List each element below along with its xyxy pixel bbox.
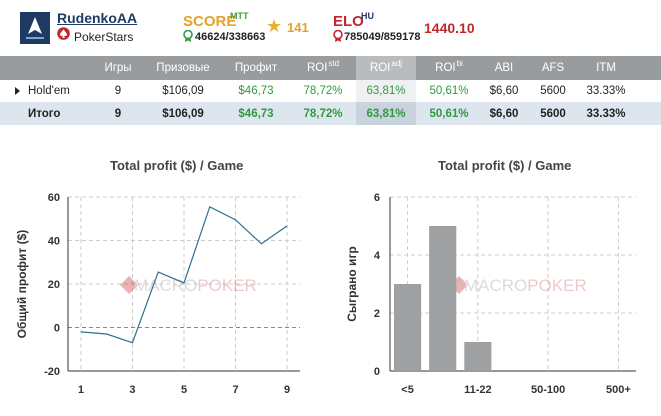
cell-games: 9: [114, 107, 122, 120]
x-tick-label: 5: [181, 384, 187, 396]
x-tick-label: <5: [401, 384, 414, 396]
cell-abi: $6,60: [489, 107, 519, 120]
green-medal-icon: [183, 30, 193, 42]
col-roi-std[interactable]: ROI std: [306, 58, 340, 75]
cell-profit: $46,73: [238, 85, 274, 97]
cell-roi-bi: 50,61%: [429, 107, 469, 120]
red-medal-icon: [333, 30, 343, 42]
x-tick-label: 11-22: [464, 384, 492, 396]
games-bar-chart: 0 2 4 6 <5 11-22 50-100 500+ MACROPOKER Сыграно и…: [345, 192, 636, 396]
col-roi-adj[interactable]: ROI adj: [356, 56, 416, 80]
y-tick-label: 0: [54, 323, 60, 335]
col-prizes[interactable]: Призовые: [156, 62, 210, 74]
elo-value: 1440.10: [424, 20, 475, 36]
col-abi[interactable]: ABI: [494, 62, 514, 74]
col-roi-bi[interactable]: ROI bi: [435, 58, 463, 75]
room-name: PokerStars: [74, 30, 134, 44]
cell-roi-adj: 63,81%: [356, 102, 416, 125]
cell-roi-bi: 50,61%: [429, 85, 469, 97]
y-tick-label: 6: [374, 192, 380, 204]
cell-roi-std: 78,72%: [303, 85, 343, 97]
y-tick-label: 40: [48, 236, 60, 248]
macropoker-watermark: MACROPOKER: [450, 276, 587, 295]
elo-label: ELO: [333, 13, 364, 30]
watermark-logo-icon: [120, 276, 138, 294]
bar-<5: [394, 284, 422, 371]
table-row-total: Итого 9 $106,09 $46,73 78,72% 63,81% 50,…: [0, 102, 661, 125]
col-itm[interactable]: ITM: [596, 62, 616, 74]
x-tick-label: 50-100: [531, 384, 565, 396]
cell-afs: 5600: [540, 85, 566, 97]
score-rank: 46624/338663: [195, 31, 266, 43]
col-profit[interactable]: Профит: [234, 62, 278, 74]
x-tick-label: 1: [78, 384, 84, 396]
cell-roi-std: 78,72%: [303, 107, 343, 120]
score-type: MTT: [230, 11, 249, 21]
table-header: Игры Призовые Профит ROI std ROI adj ROI bi…: [0, 56, 661, 80]
chart-title-games: Total profit ($) / Game: [438, 158, 572, 173]
bar-5-11: [429, 226, 457, 371]
elo-rank: 785049/859178: [344, 31, 421, 43]
cell-prizes: $106,09: [162, 107, 204, 120]
cell-abi: $6,60: [489, 85, 519, 97]
expand-arrow-icon[interactable]: [15, 87, 20, 95]
cell-itm: 33.33%: [586, 107, 626, 120]
shark-logo-icon: [20, 12, 50, 44]
x-tick-label: 9: [284, 384, 290, 396]
watermark-text: MACROPOKER: [464, 276, 587, 295]
avatar[interactable]: [20, 12, 50, 44]
table-row-holdem[interactable]: Hold'em 9 $106,09 $46,73 78,72% 63,81% 5…: [0, 80, 661, 103]
cell-afs: 5600: [540, 107, 566, 120]
cell-games: 9: [114, 85, 122, 97]
y-tick-label: 60: [48, 192, 60, 204]
x-tick-label: 7: [232, 384, 238, 396]
y-tick-label: 0: [374, 366, 380, 378]
y-tick-label: -20: [44, 366, 60, 378]
watermark-text: MACROPOKER: [134, 276, 257, 295]
x-tick-label: 3: [129, 384, 135, 396]
col-games[interactable]: Игры: [104, 62, 132, 74]
elo-type: HU: [361, 11, 374, 21]
cell-itm: 33.33%: [586, 85, 626, 97]
profit-line-chart: -20 0 20 40 60 1 3 5 7 9 MACROPOKER Общий профит ($…: [15, 192, 300, 396]
y-axis-label: Общий профит ($): [15, 230, 29, 339]
star-count: 141: [287, 20, 309, 35]
y-axis-label: Сыграно игр: [345, 246, 359, 322]
cell-roi-adj: 63,81%: [356, 80, 416, 102]
x-tick-label: 500+: [606, 384, 631, 396]
player-header: RudenkoAA PokerStars SCORE MTT 46624/338…: [0, 0, 661, 56]
player-name-link[interactable]: RudenkoAA: [57, 10, 138, 26]
star-icon: ★: [266, 16, 283, 36]
col-afs[interactable]: AFS: [541, 62, 565, 74]
pokerstars-spade-icon: [57, 27, 70, 40]
y-tick-label: 4: [374, 250, 381, 262]
chart-title-profit: Total profit ($) / Game: [110, 158, 244, 173]
row-label: Hold'em: [28, 85, 70, 97]
macropoker-watermark: MACROPOKER: [120, 276, 257, 295]
score-label: SCORE: [183, 13, 237, 30]
y-tick-label: 2: [374, 308, 380, 320]
cell-profit: $46,73: [238, 107, 274, 120]
y-tick-label: 20: [48, 279, 60, 291]
cell-prizes: $106,09: [162, 85, 204, 97]
bar-11-22: [464, 342, 492, 371]
row-label: Итого: [28, 107, 61, 120]
